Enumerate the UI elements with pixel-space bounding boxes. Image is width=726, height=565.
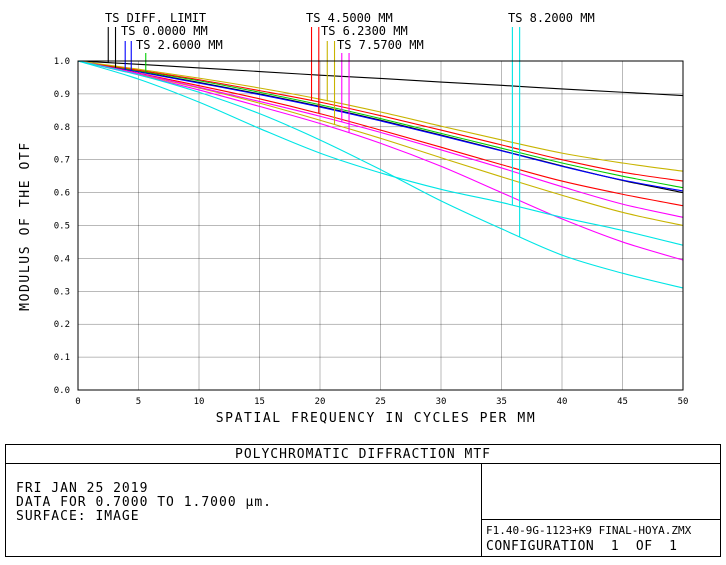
y-tick-label: 0.0 [54,386,70,396]
footer-date: FRI JAN 25 2019 [16,481,149,496]
series-line-7 [77,60,684,227]
chart-axes: 0 5 10 15 20 25 30 35 40 45 50 0.0 0.1 0.2 0.3 0.4 0.5 0.… [54,57,689,407]
y-tick-label: 0.7 [54,156,70,166]
legend-label-field-8-2: TS 8.2000 MM [508,11,595,25]
y-tick-label: 0.6 [54,189,70,199]
series-line-2 [77,60,684,192]
series-line-5 [77,60,684,207]
footer-file-divider [481,519,721,520]
y-tick-label: 1.0 [54,57,70,67]
footer-file-box [481,463,721,557]
x-tick-label: 40 [557,397,568,407]
y-axis-label: MODULUS OF THE OTF [18,141,33,311]
y-tick-label: 0.4 [54,254,70,264]
series-line-9 [77,60,684,261]
footer-title-bar [5,444,721,464]
series-line-3 [77,60,684,189]
series-line-0 [77,60,684,97]
chart-grid [77,60,684,391]
legend-markers [107,27,521,237]
x-tick-label: 15 [254,397,265,407]
x-tick-label: 30 [436,397,447,407]
x-tick-label: 0 [75,397,80,407]
legend-label-field-6-23: TS 6.2300 MM [321,24,408,38]
x-tick-label: 10 [194,397,205,407]
footer-title: POLYCHROMATIC DIFFRACTION MTF [235,447,491,462]
legend-label-field-4-5: TS 4.5000 MM [306,11,393,25]
y-tick-label: 0.8 [54,123,70,133]
footer-file: F1.40-9G-1123+K9 FINAL-HOYA.ZMX [486,524,692,537]
plot-frame [77,60,684,391]
x-tick-label: 50 [678,397,689,407]
x-tick-label: 25 [375,397,386,407]
series-line-8 [77,60,684,218]
series-line-6 [77,60,684,172]
legend-label-diff-limit: TS DIFF. LIMIT [105,11,207,25]
x-axis-label: SPATIAL FREQUENCY IN CYCLES PER MM [216,411,537,426]
footer-configuration: CONFIGURATION 1 OF 1 [486,539,678,554]
series-line-4 [77,60,684,182]
y-tick-label: 0.9 [54,90,70,100]
legend-label-field-7-57: TS 7.5700 MM [337,38,424,52]
series-line-11 [77,60,684,289]
footer-data-range: DATA FOR 0.7000 TO 1.7000 µm. [16,495,272,510]
x-tick-label: 35 [496,397,507,407]
x-tick-label: 20 [315,397,326,407]
y-tick-label: 0.2 [54,320,70,330]
x-tick-label: 5 [136,397,141,407]
chart-series [77,60,684,289]
y-tick-label: 0.1 [54,353,70,363]
mtf-chart: 0 5 10 15 20 25 30 35 40 45 50 0.0 0.1 0.2 0.3 0.4 0.5 0.… [18,27,689,426]
x-tick-label: 45 [617,397,628,407]
y-tick-label: 0.5 [54,222,70,232]
legend-label-field-2-6: TS 2.6000 MM [136,38,223,52]
series-line-10 [77,60,684,246]
y-tick-label: 0.3 [54,287,70,297]
legend-label-field-0: TS 0.0000 MM [121,24,208,38]
footer-surface: SURFACE: IMAGE [16,509,140,524]
